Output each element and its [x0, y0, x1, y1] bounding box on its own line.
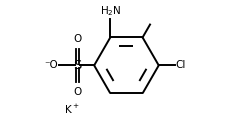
Text: O: O: [73, 34, 82, 44]
Text: S: S: [73, 59, 82, 72]
Text: ⁻O: ⁻O: [44, 60, 58, 70]
Text: Cl: Cl: [175, 60, 186, 70]
Text: H$_2$N: H$_2$N: [99, 4, 121, 18]
Text: O: O: [73, 86, 82, 97]
Text: K$^+$: K$^+$: [64, 103, 80, 116]
